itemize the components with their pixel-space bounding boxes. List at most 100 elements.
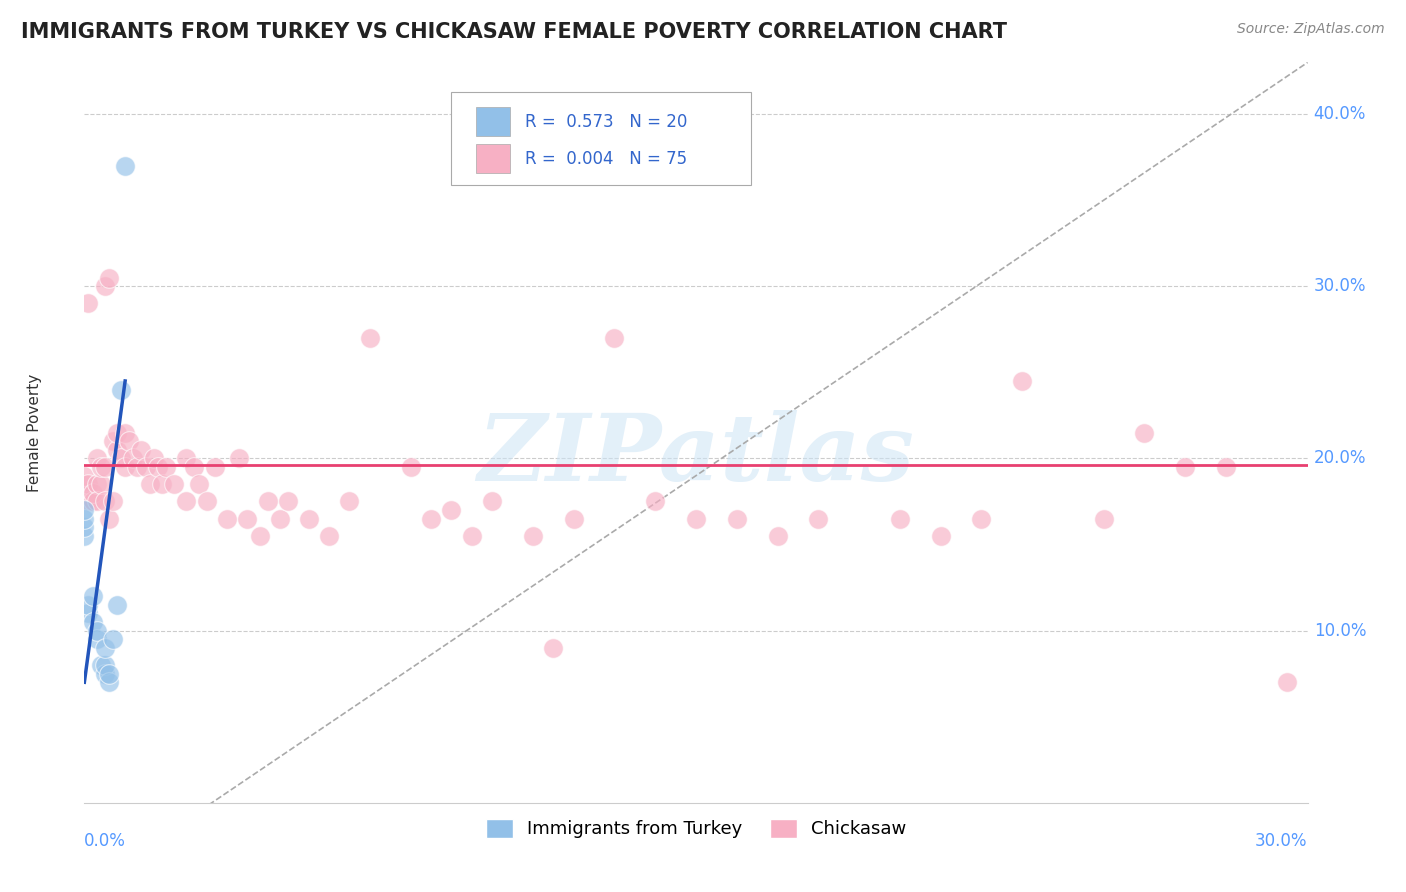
Point bbox=[603, 331, 626, 345]
Point bbox=[77, 598, 100, 612]
Point bbox=[543, 640, 565, 655]
Point bbox=[522, 529, 544, 543]
Text: R =  0.573   N = 20: R = 0.573 N = 20 bbox=[524, 112, 688, 130]
Point bbox=[101, 494, 124, 508]
Point bbox=[174, 494, 197, 508]
Point bbox=[93, 658, 115, 673]
Point bbox=[101, 632, 124, 647]
Point bbox=[97, 666, 120, 681]
Point bbox=[174, 451, 197, 466]
Point bbox=[163, 477, 186, 491]
Text: 10.0%: 10.0% bbox=[1313, 622, 1367, 640]
Point bbox=[110, 451, 132, 466]
Point bbox=[277, 494, 299, 508]
Point bbox=[155, 460, 177, 475]
Bar bbox=[475, 144, 510, 173]
Point bbox=[420, 512, 443, 526]
Point bbox=[889, 512, 911, 526]
Bar bbox=[475, 107, 510, 136]
Point bbox=[440, 503, 463, 517]
Point bbox=[481, 494, 503, 508]
Point bbox=[86, 632, 108, 647]
Point bbox=[1174, 460, 1197, 475]
Point bbox=[97, 675, 120, 690]
Point bbox=[1092, 512, 1115, 526]
Text: 30.0%: 30.0% bbox=[1256, 832, 1308, 850]
Point bbox=[138, 477, 160, 491]
Point bbox=[142, 451, 165, 466]
Text: 40.0%: 40.0% bbox=[1313, 105, 1367, 123]
Point bbox=[73, 512, 96, 526]
Point bbox=[195, 494, 218, 508]
Text: Source: ZipAtlas.com: Source: ZipAtlas.com bbox=[1237, 22, 1385, 37]
Point bbox=[929, 529, 952, 543]
Point bbox=[257, 494, 280, 508]
Point bbox=[399, 460, 422, 475]
Point bbox=[970, 512, 993, 526]
Point bbox=[105, 442, 128, 457]
Point bbox=[93, 279, 115, 293]
Point bbox=[236, 512, 259, 526]
Point bbox=[118, 434, 141, 449]
Point bbox=[269, 512, 291, 526]
Point bbox=[73, 529, 96, 543]
Legend: Immigrants from Turkey, Chickasaw: Immigrants from Turkey, Chickasaw bbox=[478, 812, 914, 846]
Point bbox=[807, 512, 830, 526]
Point bbox=[122, 451, 145, 466]
Point bbox=[77, 296, 100, 310]
Text: 20.0%: 20.0% bbox=[1313, 450, 1367, 467]
Point bbox=[86, 624, 108, 638]
FancyBboxPatch shape bbox=[451, 92, 751, 185]
Point bbox=[766, 529, 789, 543]
Point bbox=[339, 494, 361, 508]
Point bbox=[77, 477, 100, 491]
Point bbox=[131, 442, 153, 457]
Point bbox=[249, 529, 271, 543]
Text: Female Poverty: Female Poverty bbox=[27, 374, 42, 491]
Text: R =  0.004   N = 75: R = 0.004 N = 75 bbox=[524, 150, 688, 168]
Text: 0.0%: 0.0% bbox=[84, 832, 127, 850]
Point bbox=[298, 512, 321, 526]
Point bbox=[105, 425, 128, 440]
Point bbox=[82, 589, 104, 603]
Point bbox=[644, 494, 666, 508]
Text: IMMIGRANTS FROM TURKEY VS CHICKASAW FEMALE POVERTY CORRELATION CHART: IMMIGRANTS FROM TURKEY VS CHICKASAW FEMA… bbox=[21, 22, 1007, 42]
Text: 30.0%: 30.0% bbox=[1313, 277, 1367, 295]
Point bbox=[93, 494, 115, 508]
Point bbox=[90, 460, 112, 475]
Point bbox=[77, 494, 100, 508]
Point bbox=[318, 529, 340, 543]
Point bbox=[86, 477, 108, 491]
Point bbox=[461, 529, 484, 543]
Point bbox=[183, 460, 205, 475]
Point bbox=[90, 477, 112, 491]
Point bbox=[73, 477, 96, 491]
Point bbox=[146, 460, 169, 475]
Point bbox=[73, 520, 96, 534]
Point bbox=[204, 460, 226, 475]
Point bbox=[228, 451, 250, 466]
Point bbox=[359, 331, 381, 345]
Point bbox=[77, 607, 100, 621]
Point bbox=[1133, 425, 1156, 440]
Point bbox=[97, 270, 120, 285]
Point bbox=[110, 383, 132, 397]
Point bbox=[135, 460, 157, 475]
Point bbox=[114, 425, 136, 440]
Point bbox=[73, 503, 96, 517]
Text: ZIPatlas: ZIPatlas bbox=[478, 409, 914, 500]
Point bbox=[1011, 374, 1033, 388]
Point bbox=[1277, 675, 1299, 690]
Point bbox=[82, 486, 104, 500]
Point bbox=[93, 460, 115, 475]
Point bbox=[562, 512, 585, 526]
Point bbox=[114, 159, 136, 173]
Point bbox=[217, 512, 239, 526]
Point bbox=[93, 666, 115, 681]
Point bbox=[86, 494, 108, 508]
Point bbox=[82, 494, 104, 508]
Point bbox=[725, 512, 748, 526]
Point bbox=[150, 477, 173, 491]
Point bbox=[1215, 460, 1237, 475]
Point bbox=[93, 640, 115, 655]
